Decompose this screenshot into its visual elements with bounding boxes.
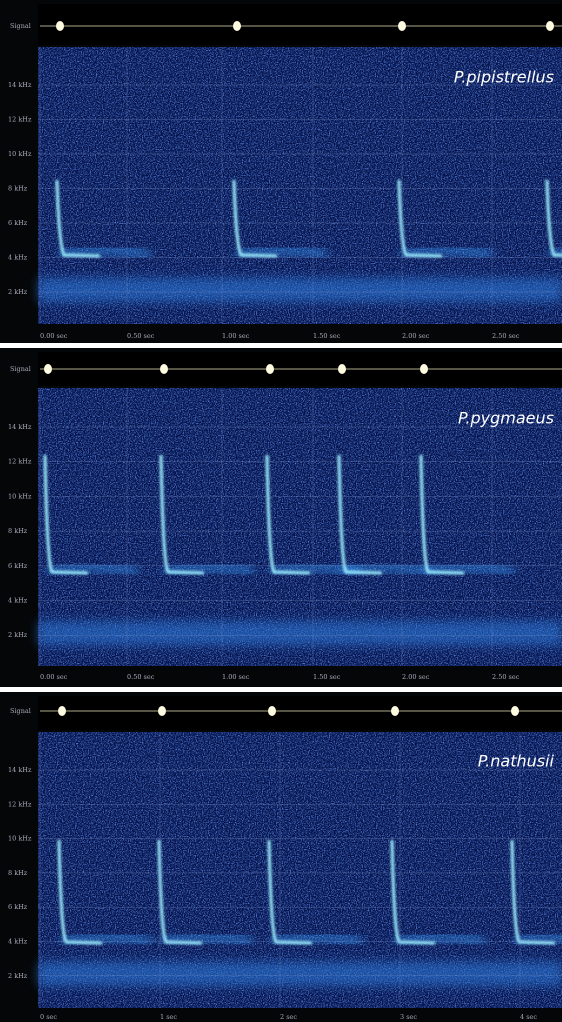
y-tick-label: 8 kHz — [8, 185, 28, 193]
signal-label: Signal — [10, 707, 31, 715]
signal-burst — [511, 706, 519, 716]
signal-burst — [420, 364, 428, 374]
x-tick-label: 0.50 sec — [127, 673, 155, 681]
y-tick-label: 12 kHz — [8, 800, 32, 808]
signal-strip — [38, 696, 562, 730]
y-tick-label: 14 kHz — [8, 766, 32, 774]
spectrogram-figure: Signal 14 kHz 12 kHz 10 kHz 8 kHz 6 kHz 4 kHz 2… — [0, 0, 562, 1022]
signal-burst — [160, 364, 168, 374]
signal-burst — [391, 706, 399, 716]
x-tick-label: 2 sec — [280, 1013, 297, 1021]
signal-strip — [38, 4, 562, 45]
x-tick-label: 1.00 sec — [222, 332, 250, 340]
y-tick-label: 4 kHz — [8, 938, 28, 946]
y-tick-label: 2 kHz — [8, 972, 28, 980]
x-tick-label: 2.50 sec — [492, 332, 520, 340]
signal-burst — [398, 21, 406, 31]
y-tick-label: 10 kHz — [8, 150, 32, 158]
signal-burst — [158, 706, 166, 716]
x-tick-label: 4 sec — [520, 1013, 537, 1021]
x-tick-label: 2.00 sec — [402, 673, 430, 681]
y-tick-label: 12 kHz — [8, 116, 32, 124]
y-tick-label: 4 kHz — [8, 597, 28, 605]
signal-burst — [268, 706, 276, 716]
low-band — [38, 278, 562, 302]
y-tick-label: 10 kHz — [8, 492, 32, 500]
x-tick-label: 0.50 sec — [127, 332, 155, 340]
y-tick-label: 8 kHz — [8, 527, 28, 535]
y-tick-label: 6 kHz — [8, 903, 28, 911]
signal-label: Signal — [10, 22, 31, 30]
y-tick-label: 2 kHz — [8, 288, 28, 296]
x-tick-label: 3 sec — [400, 1013, 417, 1021]
y-tick-label: 2 kHz — [8, 631, 28, 639]
y-tick-label: 10 kHz — [8, 835, 32, 843]
species-label: P.nathusii — [478, 752, 555, 771]
signal-label: Signal — [10, 365, 31, 373]
y-tick-label: 4 kHz — [8, 254, 28, 262]
signal-burst — [58, 706, 66, 716]
low-band — [38, 962, 562, 986]
signal-burst — [233, 21, 241, 31]
figure: Signal 14 kHz 12 kHz 10 kHz 8 kHz 6 kHz 4 kHz 2… — [0, 0, 562, 1022]
x-tick-label: 0.00 sec — [40, 673, 68, 681]
y-tick-label: 14 kHz — [8, 423, 32, 431]
species-label: P.pygmaeus — [458, 409, 554, 428]
y-tick-label: 6 kHz — [8, 562, 28, 570]
x-tick-label: 1.00 sec — [222, 673, 250, 681]
signal-burst — [546, 21, 554, 31]
x-tick-label: 0 sec — [40, 1013, 57, 1021]
y-tick-label: 12 kHz — [8, 458, 32, 466]
low-band — [38, 621, 562, 645]
x-tick-label: 1.50 sec — [313, 332, 341, 340]
y-tick-label: 8 kHz — [8, 869, 28, 877]
x-tick-label: 1.50 sec — [313, 673, 341, 681]
y-tick-label: 6 kHz — [8, 219, 28, 227]
x-tick-label: 1 sec — [160, 1013, 177, 1021]
signal-burst — [338, 364, 346, 374]
y-tick-label: 14 kHz — [8, 81, 32, 89]
x-tick-label: 0.00 sec — [40, 332, 68, 340]
signal-burst — [44, 364, 52, 374]
signal-burst — [56, 21, 64, 31]
signal-burst — [266, 364, 274, 374]
x-tick-label: 2.00 sec — [402, 332, 430, 340]
x-tick-label: 2.50 sec — [492, 673, 520, 681]
species-label: P.pipistrellus — [454, 68, 554, 87]
